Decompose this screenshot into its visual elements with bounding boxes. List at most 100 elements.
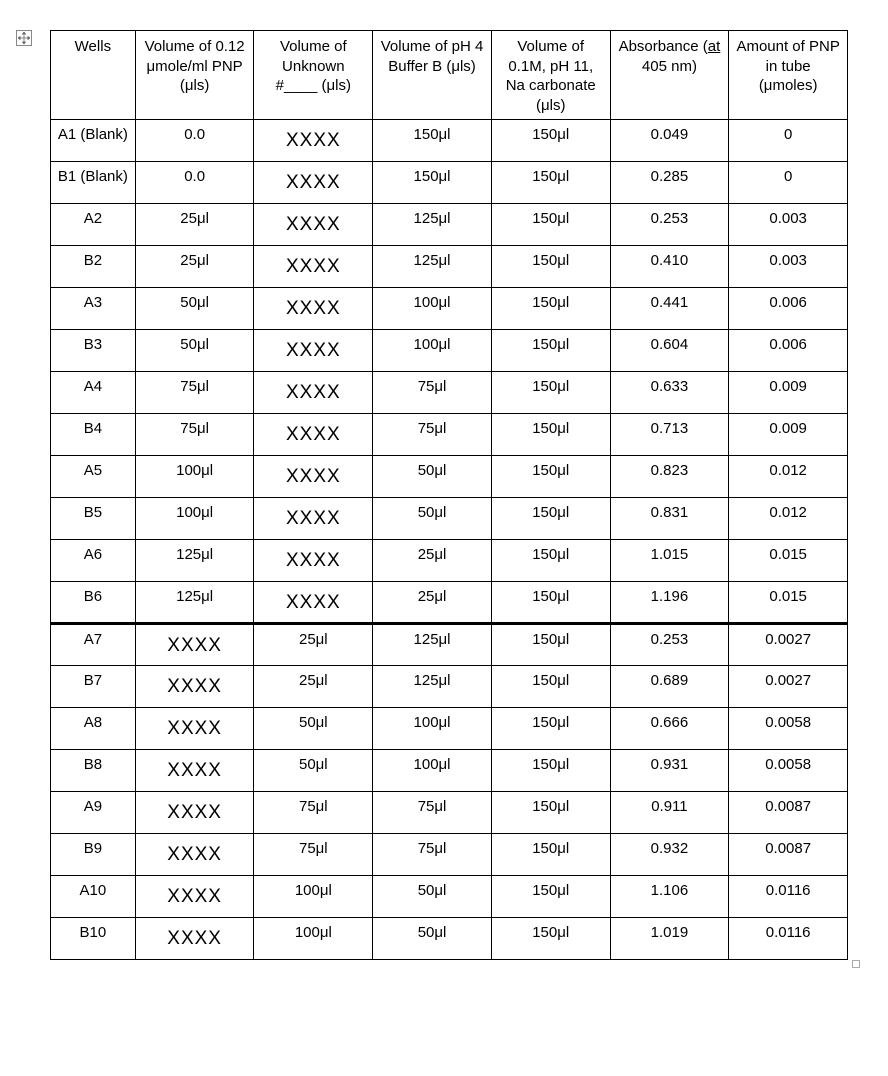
table-row: A7XXXX25μl125μl150μl0.2530.0027 — [51, 624, 848, 666]
cell-wells: B3 — [51, 330, 136, 372]
table-header-row: Wells Volume of 0.12 μmole/ml PNP (μls) … — [51, 31, 848, 120]
table-row: B8XXXX50μl100μl150μl0.9310.0058 — [51, 750, 848, 792]
table-row: A1 (Blank)0.0XXXX150μl150μl0.0490 — [51, 120, 848, 162]
cell-buffer-volume: 125μl — [373, 666, 492, 708]
cell-absorbance: 0.823 — [610, 456, 729, 498]
move-handle-icon[interactable] — [16, 30, 32, 46]
cell-absorbance: 1.015 — [610, 540, 729, 582]
cell-wells: A1 (Blank) — [51, 120, 136, 162]
cell-pnp-volume: 125μl — [135, 540, 254, 582]
cell-wells: B6 — [51, 582, 136, 624]
cell-carbonate-volume: 150μl — [491, 624, 610, 666]
cell-carbonate-volume: 150μl — [491, 708, 610, 750]
cell-amount: 0.003 — [729, 246, 848, 288]
cell-amount: 0.009 — [729, 372, 848, 414]
table-row: A8XXXX50μl100μl150μl0.6660.0058 — [51, 708, 848, 750]
cell-buffer-volume: 150μl — [373, 162, 492, 204]
cell-buffer-volume: 150μl — [373, 120, 492, 162]
cell-amount: 0.0116 — [729, 876, 848, 918]
cell-amount: 0.0027 — [729, 666, 848, 708]
cell-pnp-volume: XXXX — [135, 834, 254, 876]
cell-wells: A9 — [51, 792, 136, 834]
cell-pnp-volume: 50μl — [135, 330, 254, 372]
cell-absorbance: 0.713 — [610, 414, 729, 456]
cell-wells: A4 — [51, 372, 136, 414]
cell-wells: A10 — [51, 876, 136, 918]
cell-absorbance: 0.253 — [610, 204, 729, 246]
cell-carbonate-volume: 150μl — [491, 834, 610, 876]
cell-carbonate-volume: 150μl — [491, 372, 610, 414]
cell-buffer-volume: 125μl — [373, 204, 492, 246]
cell-absorbance: 0.441 — [610, 288, 729, 330]
cell-carbonate-volume: 150μl — [491, 456, 610, 498]
cell-wells: A6 — [51, 540, 136, 582]
table-row: B225μlXXXX125μl150μl0.4100.003 — [51, 246, 848, 288]
table-row: A350μlXXXX100μl150μl0.4410.006 — [51, 288, 848, 330]
cell-buffer-volume: 100μl — [373, 288, 492, 330]
cell-unknown-volume: 25μl — [254, 624, 373, 666]
header-carbonate-volume: Volume of 0.1M, pH 11, Na carbonate (μls… — [491, 31, 610, 120]
header-pnp-volume: Volume of 0.12 μmole/ml PNP (μls) — [135, 31, 254, 120]
table-row: A6125μlXXXX25μl150μl1.0150.015 — [51, 540, 848, 582]
cell-unknown-volume: XXXX — [254, 204, 373, 246]
cell-amount: 0.0087 — [729, 792, 848, 834]
cell-absorbance: 0.253 — [610, 624, 729, 666]
cell-amount: 0.0087 — [729, 834, 848, 876]
cell-pnp-volume: XXXX — [135, 792, 254, 834]
cell-carbonate-volume: 150μl — [491, 540, 610, 582]
page-container: Wells Volume of 0.12 μmole/ml PNP (μls) … — [0, 0, 888, 1000]
cell-wells: A8 — [51, 708, 136, 750]
table-row: A9XXXX75μl75μl150μl0.9110.0087 — [51, 792, 848, 834]
cell-pnp-volume: XXXX — [135, 918, 254, 960]
cell-unknown-volume: 100μl — [254, 918, 373, 960]
cell-pnp-volume: 100μl — [135, 456, 254, 498]
cell-unknown-volume: 50μl — [254, 750, 373, 792]
table-row: B7XXXX25μl125μl150μl0.6890.0027 — [51, 666, 848, 708]
header-amount: Amount of PNP in tube (μmoles) — [729, 31, 848, 120]
cell-amount: 0.0116 — [729, 918, 848, 960]
header-buffer-volume: Volume of pH 4 Buffer B (μls) — [373, 31, 492, 120]
table-row: B5100μlXXXX50μl150μl0.8310.012 — [51, 498, 848, 540]
cell-absorbance: 0.633 — [610, 372, 729, 414]
cell-amount: 0.0058 — [729, 708, 848, 750]
cell-absorbance: 0.666 — [610, 708, 729, 750]
cell-wells: A5 — [51, 456, 136, 498]
cell-amount: 0.003 — [729, 204, 848, 246]
cell-pnp-volume: 75μl — [135, 372, 254, 414]
cell-carbonate-volume: 150μl — [491, 918, 610, 960]
cell-pnp-volume: XXXX — [135, 876, 254, 918]
table-body: A1 (Blank)0.0XXXX150μl150μl0.0490B1 (Bla… — [51, 120, 848, 960]
cell-pnp-volume: 25μl — [135, 204, 254, 246]
cell-amount: 0.006 — [729, 288, 848, 330]
cell-absorbance: 1.106 — [610, 876, 729, 918]
cell-absorbance: 0.410 — [610, 246, 729, 288]
cell-unknown-volume: XXXX — [254, 540, 373, 582]
cell-amount: 0.009 — [729, 414, 848, 456]
table-row: A10XXXX100μl50μl150μl1.1060.0116 — [51, 876, 848, 918]
cell-absorbance: 0.932 — [610, 834, 729, 876]
cell-unknown-volume: XXXX — [254, 498, 373, 540]
cell-unknown-volume: 50μl — [254, 708, 373, 750]
cell-wells: B4 — [51, 414, 136, 456]
cell-carbonate-volume: 150μl — [491, 288, 610, 330]
cell-pnp-volume: 50μl — [135, 288, 254, 330]
cell-carbonate-volume: 150μl — [491, 330, 610, 372]
cell-absorbance: 0.285 — [610, 162, 729, 204]
cell-unknown-volume: XXXX — [254, 330, 373, 372]
cell-carbonate-volume: 150μl — [491, 120, 610, 162]
cell-unknown-volume: XXXX — [254, 372, 373, 414]
cell-carbonate-volume: 150μl — [491, 792, 610, 834]
cell-buffer-volume: 125μl — [373, 624, 492, 666]
cell-unknown-volume: XXXX — [254, 288, 373, 330]
cell-amount: 0 — [729, 120, 848, 162]
cell-unknown-volume: XXXX — [254, 246, 373, 288]
cell-wells: B9 — [51, 834, 136, 876]
cell-amount: 0.015 — [729, 582, 848, 624]
header-unknown-volume: Volume of Unknown #____ (μls) — [254, 31, 373, 120]
table-row: B6125μlXXXX25μl150μl1.1960.015 — [51, 582, 848, 624]
cell-pnp-volume: 125μl — [135, 582, 254, 624]
cell-buffer-volume: 100μl — [373, 330, 492, 372]
cell-carbonate-volume: 150μl — [491, 582, 610, 624]
cell-wells: A2 — [51, 204, 136, 246]
cell-buffer-volume: 75μl — [373, 792, 492, 834]
